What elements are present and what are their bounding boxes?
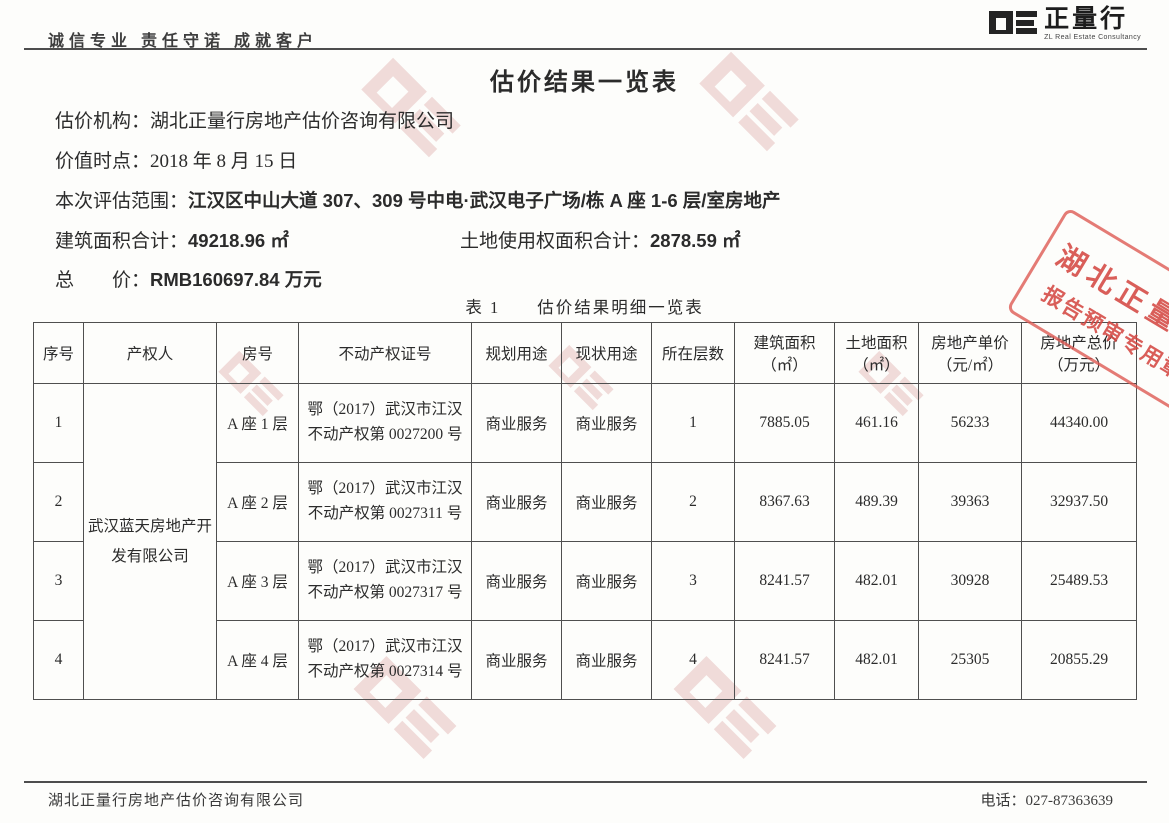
cell-building-area: 7885.05 — [734, 383, 835, 463]
building-area-line: 建筑面积合计：49218.96 ㎡ — [55, 226, 289, 253]
table-caption: 表 1 估价结果明细一览表 — [465, 298, 704, 317]
header-cert: 不动产权证号 — [298, 322, 472, 384]
land-area-line: 土地使用权面积合计：2878.59 ㎡ — [460, 226, 741, 253]
scope-value: 江汉区中山大道 307、309 号中电·武汉电子广场/栋 A 座 1-6 层/室… — [188, 190, 781, 211]
total-price-label: 总 价： — [55, 270, 151, 291]
building-area-label: 建筑面积合计： — [55, 231, 189, 252]
footer-phone: 电话：027-87363639 — [980, 793, 1114, 809]
building-area-value: 49218.96 ㎡ — [188, 230, 289, 251]
logo-name: 正量行 — [1044, 5, 1129, 33]
cell-planned-use: 商业服务 — [471, 462, 562, 542]
cell-total-price: 20855.29 — [1021, 620, 1137, 700]
cell-floor: 4 — [651, 620, 735, 700]
table-row: 2 A 座 2 层 鄂（2017）武汉市江汉不动产权第 0027311 号 商业… — [33, 462, 1137, 542]
company-slogan: 诚信专业 责任守诺 成就客户 — [48, 33, 319, 50]
cell-unit-price: 25305 — [918, 620, 1022, 700]
logo-mark-icon — [989, 11, 1038, 34]
cell-total-price: 32937.50 — [1021, 462, 1137, 542]
cell-land-area: 482.01 — [834, 541, 919, 621]
cell-current-use: 商业服务 — [561, 541, 652, 621]
agency-line: 估价机构：湖北正量行房地产估价咨询有限公司 — [55, 106, 454, 133]
cell-unit-price: 30928 — [918, 541, 1022, 621]
scope-label: 本次评估范围： — [55, 191, 189, 212]
valuation-date-value: 2018 年 8 月 15 日 — [150, 151, 298, 172]
cell-planned-use: 商业服务 — [471, 541, 562, 621]
cell-seq: 2 — [33, 462, 84, 542]
cell-planned-use: 商业服务 — [471, 383, 562, 463]
cell-building-area: 8241.57 — [734, 620, 835, 700]
header-room: 房号 — [216, 322, 299, 384]
cell-seq: 4 — [33, 620, 84, 700]
cell-floor: 1 — [651, 383, 735, 463]
cell-cert: 鄂（2017）武汉市江汉不动产权第 0027314 号 — [298, 620, 472, 700]
cell-current-use: 商业服务 — [561, 620, 652, 700]
agency-label: 估价机构： — [55, 111, 151, 132]
cell-building-area: 8367.63 — [734, 462, 835, 542]
valuation-date-label: 价值时点： — [55, 151, 151, 172]
cell-seq: 3 — [33, 541, 84, 621]
table-header-row: 序号 产权人 房号 不动产权证号 规划用途 现状用途 所在层数 建筑面积 （㎡） … — [33, 322, 1137, 384]
header-divider — [24, 48, 1147, 50]
table-row: 1 武汉蓝天房地产开发有限公司 A 座 1 层 鄂（2017）武汉市江汉不动产权… — [33, 383, 1137, 700]
cell-cert: 鄂（2017）武汉市江汉不动产权第 0027200 号 — [298, 383, 472, 463]
cell-current-use: 商业服务 — [561, 462, 652, 542]
header-total-price: 房地产总价 （万元） — [1021, 322, 1137, 384]
cell-floor: 2 — [651, 462, 735, 542]
page-title: 估价结果一览表 — [490, 70, 679, 96]
table-row: 3 A 座 3 层 鄂（2017）武汉市江汉不动产权第 0027317 号 商业… — [33, 541, 1137, 621]
cell-floor: 3 — [651, 541, 735, 621]
cell-current-use: 商业服务 — [561, 383, 652, 463]
footer-company: 湖北正量行房地产估价咨询有限公司 — [48, 793, 305, 809]
header-current-use: 现状用途 — [561, 322, 652, 384]
header-floor: 所在层数 — [651, 322, 735, 384]
cell-cert: 鄂（2017）武汉市江汉不动产权第 0027317 号 — [298, 541, 472, 621]
table-row: 4 A 座 4 层 鄂（2017）武汉市江汉不动产权第 0027314 号 商业… — [33, 620, 1137, 700]
valuation-results-table: 序号 产权人 房号 不动产权证号 规划用途 现状用途 所在层数 建筑面积 （㎡） … — [33, 322, 1137, 700]
cell-cert: 鄂（2017）武汉市江汉不动产权第 0027311 号 — [298, 462, 472, 542]
footer-divider — [24, 781, 1147, 783]
header-owner: 产权人 — [83, 322, 217, 384]
cell-unit-price: 56233 — [918, 383, 1022, 463]
cell-land-area: 482.01 — [834, 620, 919, 700]
cell-unit-price: 39363 — [918, 462, 1022, 542]
logo-mark-left-glyph — [989, 11, 1014, 34]
header-unit-price: 房地产单价 （元/㎡） — [918, 322, 1022, 384]
cell-room: A 座 3 层 — [216, 541, 299, 621]
scope-line: 本次评估范围：江汉区中山大道 307、309 号中电·武汉电子广场/栋 A 座 … — [55, 186, 780, 213]
cell-room: A 座 1 层 — [216, 383, 299, 463]
header-building-area: 建筑面积 （㎡） — [734, 322, 835, 384]
header-land-area: 土地面积 （㎡） — [834, 322, 919, 384]
logo-text: 正量行 ZL Real Estate Consultancy — [1044, 5, 1141, 42]
land-area-label: 土地使用权面积合计： — [460, 231, 651, 252]
agency-value: 湖北正量行房地产估价咨询有限公司 — [150, 111, 455, 132]
cell-building-area: 8241.57 — [734, 541, 835, 621]
cell-seq: 1 — [33, 383, 84, 463]
header-planned-use: 规划用途 — [471, 322, 562, 384]
total-price-value: RMB160697.84 万元 — [150, 269, 322, 290]
logo-mark-right-glyph — [1016, 11, 1038, 34]
cell-owner: 武汉蓝天房地产开发有限公司 — [83, 383, 217, 700]
land-area-value: 2878.59 ㎡ — [650, 230, 741, 251]
cell-land-area: 489.39 — [834, 462, 919, 542]
header-seq: 序号 — [33, 322, 84, 384]
company-logo: 正量行 ZL Real Estate Consultancy — [989, 7, 1141, 41]
cell-total-price: 44340.00 — [1021, 383, 1137, 463]
cell-room: A 座 4 层 — [216, 620, 299, 700]
cell-total-price: 25489.53 — [1021, 541, 1137, 621]
cell-room: A 座 2 层 — [216, 462, 299, 542]
logo-tagline: ZL Real Estate Consultancy — [1044, 34, 1141, 41]
total-price-line: 总 价：RMB160697.84 万元 — [55, 265, 322, 292]
valuation-date-line: 价值时点：2018 年 8 月 15 日 — [55, 146, 297, 173]
cell-land-area: 461.16 — [834, 383, 919, 463]
cell-planned-use: 商业服务 — [471, 620, 562, 700]
